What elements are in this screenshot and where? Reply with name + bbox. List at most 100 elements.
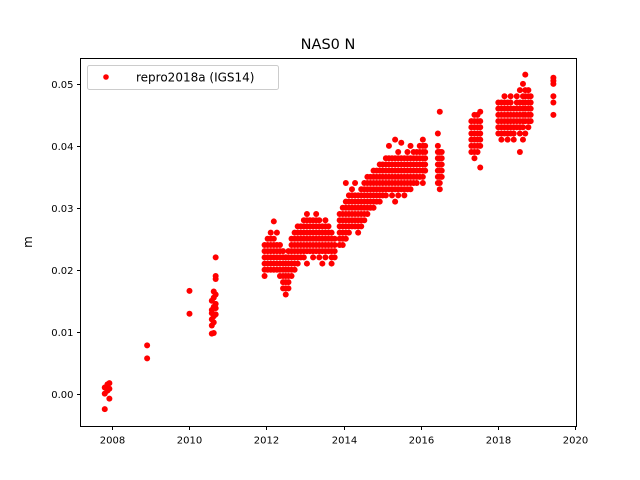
data-point [519,136,526,143]
data-point [407,186,414,193]
data-point [392,198,399,205]
data-point [438,161,445,168]
data-point [436,108,443,115]
data-point [348,186,355,193]
data-point [422,155,429,162]
x-tick-label: 2008 [100,436,125,447]
data-point [527,105,534,112]
data-point [436,186,443,193]
data-point [550,93,557,100]
data-point [280,248,287,255]
data-point [519,124,526,131]
data-point [382,192,389,199]
data-point [294,260,301,267]
data-point [438,149,445,156]
data-point [522,71,529,78]
axis-ticks: 2008 2010 2012 2014 2016 2018 2020 0.00 0.01 0.02… [51,80,588,447]
data-point [422,167,429,174]
data-point [507,93,514,100]
data-point [101,406,108,413]
data-point [401,192,408,199]
data-point [358,223,365,230]
legend: repro2018a (IGS14) [87,65,279,90]
data-point [519,80,526,87]
data-point [328,229,335,236]
data-point [273,229,280,236]
data-point [477,124,484,131]
data-point [438,155,445,162]
data-point [322,254,329,261]
data-point [398,139,405,146]
data-point [516,149,523,156]
data-point [212,300,219,307]
y-tick-label: 0.04 [51,142,73,153]
data-point [389,192,396,199]
data-point [510,130,517,137]
data-point [331,235,338,242]
data-point [525,124,532,131]
y-tick-label: 0.03 [51,204,73,215]
data-point [285,285,292,292]
data-point [186,310,193,317]
data-point [474,149,481,156]
data-point [267,229,274,236]
data-point [288,272,295,279]
data-point [527,99,534,106]
data-point [291,266,298,273]
data-point [282,291,289,298]
data-point [407,142,414,149]
data-point [270,218,277,225]
data-point [319,260,326,267]
legend-box [87,65,279,90]
data-point [210,319,217,326]
data-point [331,241,338,248]
data-point [422,161,429,168]
data-point [550,111,557,118]
data-point [212,305,219,312]
legend-marker [103,74,109,80]
data-point [361,217,368,224]
data-point [331,248,338,255]
data-point [501,93,508,100]
data-point [316,217,323,224]
data-point [516,130,523,137]
data-point [322,217,329,224]
x-tick-label: 2012 [254,436,279,447]
data-point [212,311,219,318]
data-point [477,108,484,115]
data-point [331,254,338,261]
data-point [212,272,219,279]
data-point [504,136,511,143]
data-point [477,136,484,143]
axes-frame [80,58,577,427]
data-point [513,93,520,100]
legend-label: repro2018a (IGS14) [136,71,254,85]
data-point [300,254,307,261]
data-point [261,272,268,279]
y-tick-label: 0.01 [51,328,73,339]
data-point [477,164,484,171]
x-tick-label: 2014 [332,436,357,447]
data-point [422,149,429,156]
data-point [212,254,219,261]
data-point [419,136,426,143]
data-point [144,355,151,362]
data-point [106,395,113,402]
data-point [210,329,217,336]
data-point [364,211,371,218]
data-point [395,192,402,199]
chart-title: NAS0 N [301,37,356,53]
data-point [313,211,320,218]
data-point [339,241,346,248]
data-point [477,130,484,137]
data-point [527,118,534,125]
x-tick-label: 2020 [563,436,588,447]
data-point [471,155,478,162]
data-point [477,142,484,149]
y-axis-label: m [21,236,35,248]
x-tick-label: 2016 [409,436,434,447]
data-point [325,223,332,230]
data-point [527,93,534,100]
data-point [276,241,283,248]
